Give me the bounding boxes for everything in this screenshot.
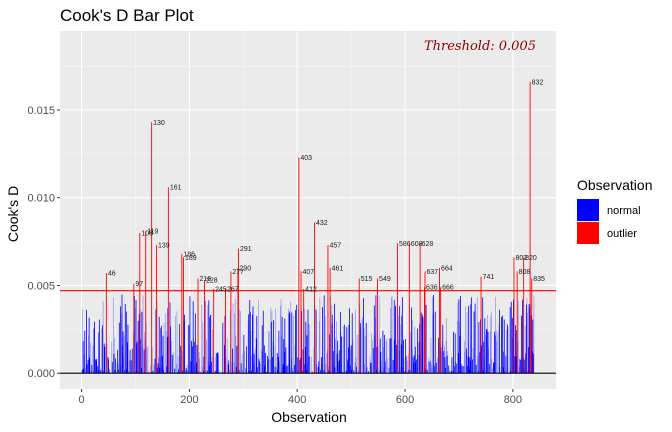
y-tick-label: 0.010 xyxy=(27,193,55,205)
outlier-label: 457 xyxy=(329,243,341,250)
normal-bars xyxy=(81,294,535,374)
outlier-label: 216 xyxy=(200,276,212,283)
outlier-label: 189 xyxy=(185,255,197,262)
x-axis-ticks: 0 200 400 600 800 xyxy=(79,389,522,406)
outlier-label: 741 xyxy=(483,274,495,281)
outlier-label: 161 xyxy=(170,185,182,192)
outlier-label: 139 xyxy=(158,243,170,250)
outlier-label: 802 xyxy=(515,255,527,262)
outlier-label: 108 xyxy=(141,230,153,237)
legend: Observation normal outlier xyxy=(577,177,652,244)
outlier-label: 407 xyxy=(302,269,314,276)
x-tick-label: 800 xyxy=(504,394,522,406)
outlier-label: 245 xyxy=(215,286,227,293)
outlier-label: 97 xyxy=(135,281,143,288)
x-tick-label: 400 xyxy=(288,394,306,406)
grid-minor xyxy=(60,31,556,389)
legend-label-normal: normal xyxy=(607,205,641,217)
y-axis-title: Cook's D xyxy=(5,186,21,242)
outlier-label: 46 xyxy=(108,271,116,278)
outlier-label: 637 xyxy=(426,269,438,276)
outlier-label: 130 xyxy=(153,120,165,127)
outlier-label: 666 xyxy=(442,285,454,292)
outlier-label: 808 xyxy=(519,269,531,276)
legend-swatch-normal xyxy=(577,199,599,221)
outlier-label: 586 xyxy=(399,241,411,248)
x-tick-label: 0 xyxy=(79,394,85,406)
y-axis-ticks: 0.000 0.005 0.010 0.015 xyxy=(27,105,60,380)
y-tick-label: 0.005 xyxy=(27,280,55,292)
chart-title: Cook's D Bar Plot xyxy=(60,6,194,25)
y-tick-label: 0.015 xyxy=(27,105,55,117)
outlier-label: 432 xyxy=(316,220,328,227)
legend-swatch-outlier xyxy=(577,222,599,244)
outlier-label: 290 xyxy=(239,265,251,272)
outlier-label: 403 xyxy=(300,155,312,162)
outlier-label: 549 xyxy=(379,276,391,283)
outlier-label: 119 xyxy=(147,229,158,236)
outlier-label: 291 xyxy=(240,246,252,253)
outlier-label: 832 xyxy=(532,79,544,86)
outlier-label: 608 xyxy=(411,241,423,248)
outlier-label: 461 xyxy=(332,265,344,272)
outlier-label: 835 xyxy=(533,276,545,283)
x-tick-label: 200 xyxy=(180,394,198,406)
outlier-label: 628 xyxy=(422,241,434,248)
outlier-label: 228 xyxy=(206,278,218,285)
legend-title: Observation xyxy=(577,177,652,193)
outlier-label: 664 xyxy=(441,265,453,272)
outlier-label: 186 xyxy=(183,251,195,258)
threshold-label: Threshold: 0.005 xyxy=(424,39,536,54)
outlier-label: 636 xyxy=(426,285,438,292)
x-tick-label: 600 xyxy=(396,394,414,406)
outlier-bars xyxy=(105,81,533,374)
outlier-label: 515 xyxy=(361,276,373,283)
y-tick-label: 0.000 xyxy=(27,368,55,380)
x-axis-title: Observation xyxy=(271,409,346,425)
outlier-label: 277 xyxy=(232,269,244,276)
outlier-label: 820 xyxy=(525,255,537,262)
outlier-label: 412 xyxy=(305,286,317,293)
legend-label-outlier: outlier xyxy=(607,228,637,240)
outlier-label: 267 xyxy=(227,286,239,293)
